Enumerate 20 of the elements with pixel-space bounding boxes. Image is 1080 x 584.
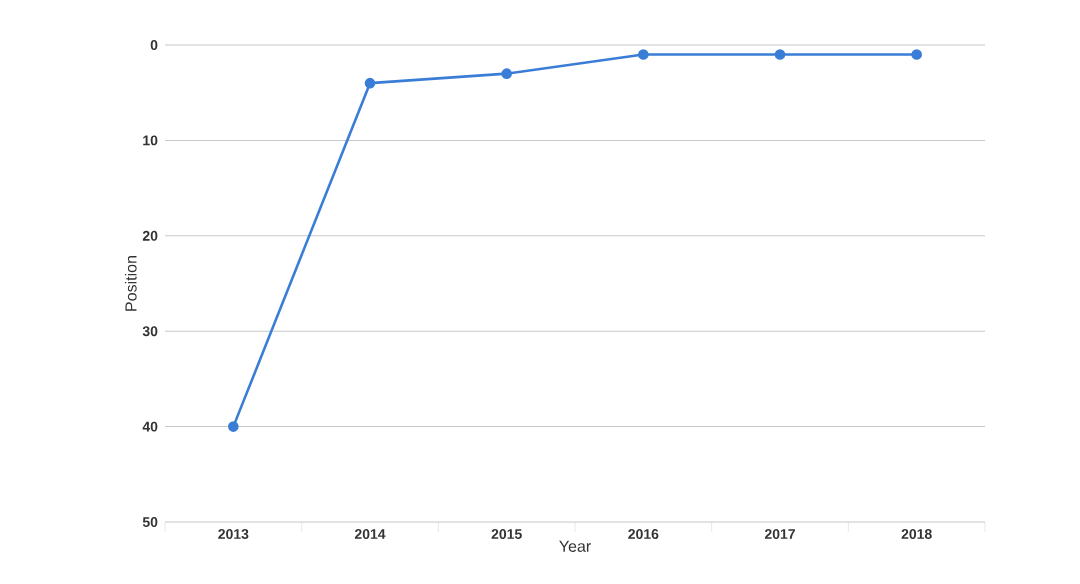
x-tick-label: 2017 bbox=[764, 529, 795, 539]
point bbox=[638, 49, 649, 60]
x-tick-label: 2015 bbox=[491, 529, 522, 539]
y-tick-label: 30 bbox=[142, 326, 158, 337]
x-tick-label: 2016 bbox=[628, 529, 659, 539]
x-tick-label: 2014 bbox=[354, 529, 386, 539]
y-tick-label: 0 bbox=[150, 40, 158, 50]
y-tick-label: 40 bbox=[142, 421, 158, 432]
y-tick-label: 10 bbox=[143, 135, 158, 146]
point bbox=[774, 49, 786, 60]
x-axis-title: Year bbox=[559, 540, 591, 552]
point bbox=[364, 77, 376, 89]
y-tick-label: 20 bbox=[142, 230, 158, 241]
point bbox=[228, 421, 239, 432]
x-tick-label: 2018 bbox=[901, 529, 932, 539]
y-tick-label: 50 bbox=[142, 517, 158, 527]
x-tick-label: 2013 bbox=[218, 529, 249, 539]
point bbox=[501, 68, 512, 79]
y-axis-title: Position bbox=[124, 256, 137, 311]
point bbox=[911, 49, 922, 60]
